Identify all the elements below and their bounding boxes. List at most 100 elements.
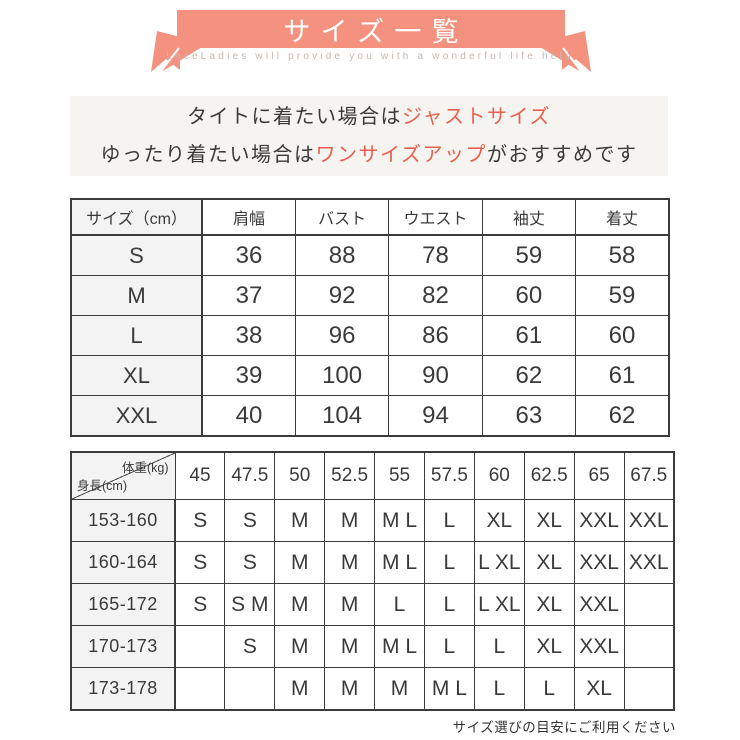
intro-line-2-accent: ワンサイズアップ <box>315 144 487 166</box>
recommended-size-cell: M <box>274 583 326 626</box>
measurement-cell: 61 <box>575 355 670 396</box>
measurement-cell: 78 <box>388 234 483 276</box>
measurement-cell: 62 <box>481 355 577 396</box>
measurement-cell: 59 <box>575 275 670 316</box>
measurement-cell: 96 <box>294 315 390 356</box>
height-range-label: 170-173 <box>70 625 176 668</box>
recommended-size-cell: M L <box>423 667 475 711</box>
recommended-size-cell: L XL <box>473 541 525 584</box>
size-table-row: L 38 96 86 61 60 <box>70 315 670 356</box>
recommended-size-cell: M <box>324 499 376 542</box>
measurement-cell: 40 <box>201 395 296 437</box>
size-table-row: M 37 92 82 60 59 <box>70 275 670 316</box>
recommended-size-cell: S <box>224 625 276 668</box>
measurement-cell: 37 <box>201 275 296 316</box>
measurement-cell: 104 <box>294 395 390 437</box>
weight-header-cell: 67.5 <box>623 451 675 500</box>
recommended-size-cell: M <box>374 667 425 711</box>
size-table-header-cell: 肩幅 <box>201 198 296 236</box>
weight-header-cell: 55 <box>374 451 425 500</box>
measurement-cell: 94 <box>388 395 483 437</box>
weight-header-cell: 47.5 <box>224 451 276 500</box>
size-row-label: XXL <box>70 395 203 437</box>
size-table-header-cell: 着丈 <box>575 198 670 236</box>
ribbon-bar <box>177 10 565 48</box>
intro-line-1: タイトに着たい場合はジャストサイズ <box>187 98 551 136</box>
recommended-size-cell: M <box>324 667 376 711</box>
recommended-size-cell: L <box>523 667 575 711</box>
recommended-size-cell: XXL <box>573 541 625 584</box>
size-table-header-row: サイズ（cm） 肩幅 バスト ウエスト 袖丈 着丈 <box>70 198 670 236</box>
measurement-cell: 88 <box>294 234 390 276</box>
recommended-size-cell: L <box>423 499 475 542</box>
measurement-cell: 60 <box>481 275 577 316</box>
intro-line-2-suffix: がおすすめです <box>486 144 638 166</box>
recommended-size-cell: S <box>174 499 226 542</box>
size-row-label: XL <box>70 355 203 396</box>
weight-header-cell: 45 <box>174 451 226 500</box>
ribbon-banner <box>151 10 591 72</box>
recommended-size-cell: XL <box>523 499 575 542</box>
page-title: サイズ一覧 <box>283 16 469 47</box>
size-table-row: XXL 40 104 94 63 62 <box>70 395 670 437</box>
recommended-size-cell: L XL <box>473 583 525 626</box>
recommended-size-cell: XL <box>473 499 525 542</box>
size-table-header-cell: 袖丈 <box>481 198 577 236</box>
measurement-cell: 92 <box>294 275 390 316</box>
intro-panel: タイトに着たい場合はジャストサイズ ゆったり着たい場合はワンサイズアップがおすす… <box>70 96 668 176</box>
corner-cell: 体重(kg) 身長(cm) <box>70 451 176 500</box>
fit-table-row: 170-173 S M M M L L L XL XXL <box>70 625 675 668</box>
recommended-size-cell <box>224 667 276 711</box>
recommended-size-cell: M <box>324 625 376 668</box>
size-table-header-cell: バスト <box>294 198 390 236</box>
size-table-row: S 36 88 78 59 58 <box>70 234 670 276</box>
intro-line-1-text: タイトに着たい場合は <box>187 106 403 128</box>
recommended-size-cell: XL <box>523 583 575 626</box>
recommended-size-cell: XXL <box>623 499 675 542</box>
recommended-size-cell: L <box>473 625 525 668</box>
measurement-cell: 36 <box>201 234 296 276</box>
recommended-size-cell: XL <box>573 667 625 711</box>
size-row-label: L <box>70 315 203 356</box>
size-table-header-cell: ウエスト <box>388 198 483 236</box>
height-weight-table: 体重(kg) 身長(cm) 45 47.5 50 52.5 55 57.5 60 62.5 65… <box>70 451 675 711</box>
recommended-size-cell <box>174 625 226 668</box>
recommended-size-cell <box>623 583 675 626</box>
weight-header-cell: 65 <box>573 451 625 500</box>
measurement-cell: 63 <box>481 395 577 437</box>
recommended-size-cell: M L <box>374 541 425 584</box>
height-range-label: 160-164 <box>70 541 176 584</box>
recommended-size-cell: L <box>473 667 525 711</box>
recommended-size-cell: M <box>274 667 326 711</box>
recommended-size-cell: XXL <box>573 583 625 626</box>
weight-header-cell: 60 <box>473 451 525 500</box>
recommended-size-cell: M <box>324 583 376 626</box>
size-table-header-cell: サイズ（cm） <box>70 198 203 236</box>
footer-note: サイズ選びの目安にご利用ください <box>452 720 676 735</box>
height-range-label: 153-160 <box>70 499 176 542</box>
recommended-size-cell <box>623 625 675 668</box>
measurement-cell: 58 <box>575 234 670 276</box>
size-row-label: S <box>70 234 203 276</box>
corner-height-label: 身長(cm) <box>77 479 127 493</box>
size-chart-table: サイズ（cm） 肩幅 バスト ウエスト 袖丈 着丈 S 36 88 78 59 58 M 37 92 82 6… <box>70 198 670 437</box>
measurement-cell: 39 <box>201 355 296 396</box>
measurement-cell: 100 <box>294 355 390 396</box>
recommended-size-cell: L <box>423 625 475 668</box>
fit-table-row: 173-178 M M M M L L L XL <box>70 667 675 711</box>
intro-line-1-accent: ジャストサイズ <box>402 106 551 128</box>
ribbon-fold-left <box>163 47 202 71</box>
recommended-size-cell <box>174 667 226 711</box>
recommended-size-cell: M L <box>374 625 425 668</box>
recommended-size-cell: L <box>374 583 425 626</box>
intro-line-2-text: ゆったり着たい場合は <box>100 144 316 166</box>
height-range-label: 173-178 <box>70 667 176 711</box>
measurement-cell: 38 <box>201 315 296 356</box>
recommended-size-cell: M <box>274 541 326 584</box>
weight-header-cell: 62.5 <box>523 451 575 500</box>
corner-weight-label: 体重(kg) <box>121 461 169 475</box>
recommended-size-cell: M <box>274 499 326 542</box>
